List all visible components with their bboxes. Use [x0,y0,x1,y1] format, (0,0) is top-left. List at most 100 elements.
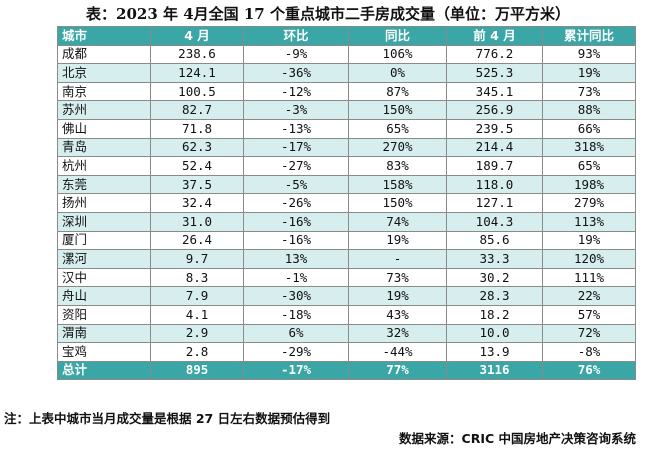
table-row: 渭南 2.9 6% 32% 10.0 72% [57,323,636,344]
cell-city: 东莞 [57,174,151,195]
cell-april-volume: 37.5 [150,174,244,195]
cell-april-volume: 31.0 [150,211,244,232]
data-source: 数据来源：CRIC 中国房地产决策咨询系统 [399,431,636,446]
cell-city: 成都 [57,44,151,65]
cell-cumulative-yoy: 198% [542,174,636,195]
table-row: 青岛 62.3 -17% 270% 214.4 318% [57,137,636,158]
cell-cumulative-yoy: -8% [542,342,636,362]
cell-first-four-months-volume: 33.3 [446,249,543,269]
table-row: 宝鸡 2.8 -29% -44% 13.9 -8% [57,342,636,362]
cell-cumulative-yoy: 113% [542,211,636,232]
cell-yoy-change: 150% [348,193,447,213]
cell-yoy-change: 19% [348,286,447,306]
cell-mom-change: -9% [243,44,349,65]
column-header-mom: 环比 [243,26,349,46]
cell-cumulative-yoy: 120% [542,249,636,269]
table-row: 汉中 8.3 -1% 73% 30.2 111% [57,267,636,288]
cell-yoy-change: 43% [348,304,447,325]
cell-mom-change: -5% [243,174,349,195]
cell-april-volume: 4.1 [150,304,244,325]
cell-first-four-months-volume: 85.6 [446,230,543,251]
cell-city: 杭州 [57,156,151,176]
cell-yoy-change: 106% [348,44,447,65]
total-april: 895 [150,360,244,381]
cell-yoy-change: -44% [348,342,447,362]
cell-city: 厦门 [57,230,151,251]
cell-mom-change: -29% [243,342,349,362]
cell-cumulative-yoy: 65% [542,156,636,176]
cell-april-volume: 52.4 [150,156,244,176]
cell-first-four-months-volume: 18.2 [446,304,543,325]
cell-city: 漯河 [57,249,151,269]
table-row: 舟山 7.9 -30% 19% 28.3 22% [57,286,636,306]
cell-cumulative-yoy: 66% [542,118,636,139]
table-row: 扬州 32.4 -26% 150% 127.1 279% [57,193,636,213]
cell-mom-change: 6% [243,323,349,344]
cell-cumulative-yoy: 19% [542,230,636,251]
cell-cumulative-yoy: 22% [542,286,636,306]
cell-first-four-months-volume: 13.9 [446,342,543,362]
cell-cumulative-yoy: 111% [542,267,636,288]
cell-city: 宝鸡 [57,342,151,362]
transaction-table: 城市 4 月 环比 同比 前 4 月 累计同比 成都 238.6 -9% 106% 77… [57,26,636,381]
cell-april-volume: 2.8 [150,342,244,362]
cell-first-four-months-volume: 118.0 [446,174,543,195]
table-row: 厦门 26.4 -16% 19% 85.6 19% [57,230,636,251]
cell-yoy-change: 74% [348,211,447,232]
table-row: 漯河 9.7 13% -33.3 120% [57,249,636,269]
cell-first-four-months-volume: 256.9 [446,100,543,120]
cell-first-four-months-volume: 10.0 [446,323,543,344]
cell-cumulative-yoy: 72% [542,323,636,344]
table-header-row: 城市 4 月 环比 同比 前 4 月 累计同比 [57,26,636,46]
cell-mom-change: -1% [243,267,349,288]
table-title: 表：2023 年 4月全国 17 个重点城市二手房成交量（单位：万平方米） [86,5,570,23]
table-row: 成都 238.6 -9% 106% 776.2 93% [57,44,636,65]
cell-cumulative-yoy: 57% [542,304,636,325]
cell-april-volume: 124.1 [150,63,244,83]
cell-cumulative-yoy: 318% [542,137,636,158]
cell-april-volume: 100.5 [150,81,244,102]
cell-city: 青岛 [57,137,151,158]
footnote: 注：上表中城市当月成交量是根据 27 日左右数据预估得到 [4,411,331,426]
cell-first-four-months-volume: 189.7 [446,156,543,176]
cell-mom-change: 13% [243,249,349,269]
total-cumulative-yoy: 76% [542,360,636,381]
cell-yoy-change: 87% [348,81,447,102]
cell-first-four-months-volume: 104.3 [446,211,543,232]
cell-cumulative-yoy: 88% [542,100,636,120]
cell-mom-change: -17% [243,137,349,158]
cell-april-volume: 238.6 [150,44,244,65]
table-row: 南京 100.5 -12% 87% 345.1 73% [57,81,636,102]
cell-yoy-change: - [348,249,447,269]
cell-yoy-change: 150% [348,100,447,120]
cell-first-four-months-volume: 30.2 [446,267,543,288]
table-row: 苏州 82.7 -3% 150% 256.9 88% [57,100,636,120]
cell-yoy-change: 83% [348,156,447,176]
total-row: 总计 895 -17% 77% 3116 76% [57,360,636,381]
cell-mom-change: -3% [243,100,349,120]
cell-april-volume: 82.7 [150,100,244,120]
cell-cumulative-yoy: 73% [542,81,636,102]
column-header-april: 4 月 [150,26,244,46]
cell-yoy-change: 73% [348,267,447,288]
cell-yoy-change: 270% [348,137,447,158]
cell-mom-change: -30% [243,286,349,306]
cell-first-four-months-volume: 28.3 [446,286,543,306]
cell-yoy-change: 19% [348,230,447,251]
cell-april-volume: 2.9 [150,323,244,344]
cell-city: 深圳 [57,211,151,232]
table-row: 佛山 71.8 -13% 65% 239.5 66% [57,118,636,139]
cell-city: 佛山 [57,118,151,139]
cell-yoy-change: 32% [348,323,447,344]
cell-april-volume: 62.3 [150,137,244,158]
cell-april-volume: 8.3 [150,267,244,288]
cell-city: 渭南 [57,323,151,344]
cell-mom-change: -18% [243,304,349,325]
cell-city: 苏州 [57,100,151,120]
column-header-cumulative-yoy: 累计同比 [542,26,636,46]
table-row: 东莞 37.5 -5% 158% 118.0 198% [57,174,636,195]
table-row: 资阳 4.1 -18% 43% 18.2 57% [57,304,636,325]
cell-april-volume: 32.4 [150,193,244,213]
cell-city: 扬州 [57,193,151,213]
cell-yoy-change: 158% [348,174,447,195]
